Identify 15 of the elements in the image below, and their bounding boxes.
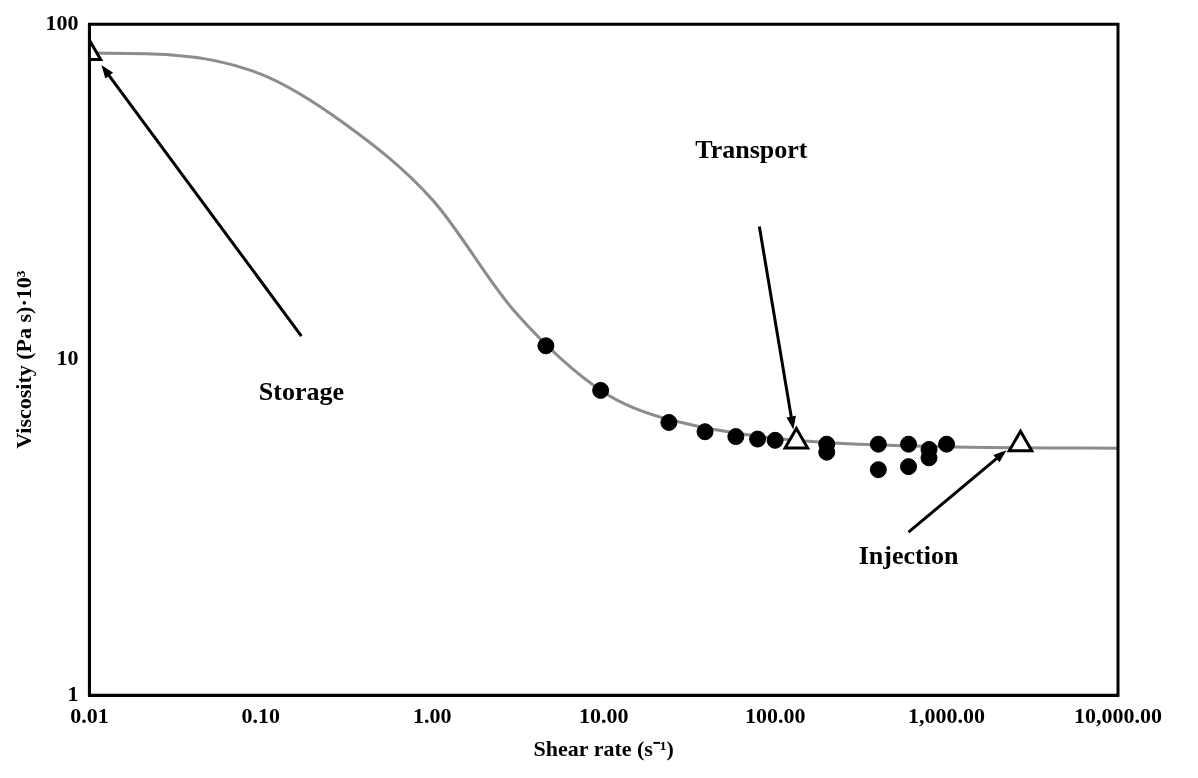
x-tick-label: 10,000.00 [1074,703,1162,729]
annotation: Transport [695,135,808,165]
x-tick-label: 1,000.00 [908,703,986,729]
y-tick-label: 100 [45,9,79,35]
x-axis-title: Shear rate (s⁻¹) [533,736,674,762]
x-tick-label: 100.00 [744,703,806,729]
x-tick-label: 0.01 [70,703,109,729]
y-tick-label: 1 [67,680,79,706]
annotation: Injection [858,540,959,570]
x-tick-label: 10.00 [578,703,629,729]
x-tick-label: 0.10 [241,703,281,729]
y-tick-label: 10 [56,345,79,371]
annotation: Storage [258,376,344,406]
y-axis-title: Viscosity (Pa s)·10³ [10,270,36,449]
x-tick-label: 1.00 [413,703,452,729]
